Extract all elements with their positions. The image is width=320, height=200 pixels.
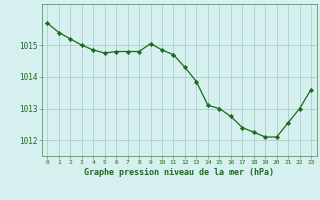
X-axis label: Graphe pression niveau de la mer (hPa): Graphe pression niveau de la mer (hPa) [84, 168, 274, 177]
